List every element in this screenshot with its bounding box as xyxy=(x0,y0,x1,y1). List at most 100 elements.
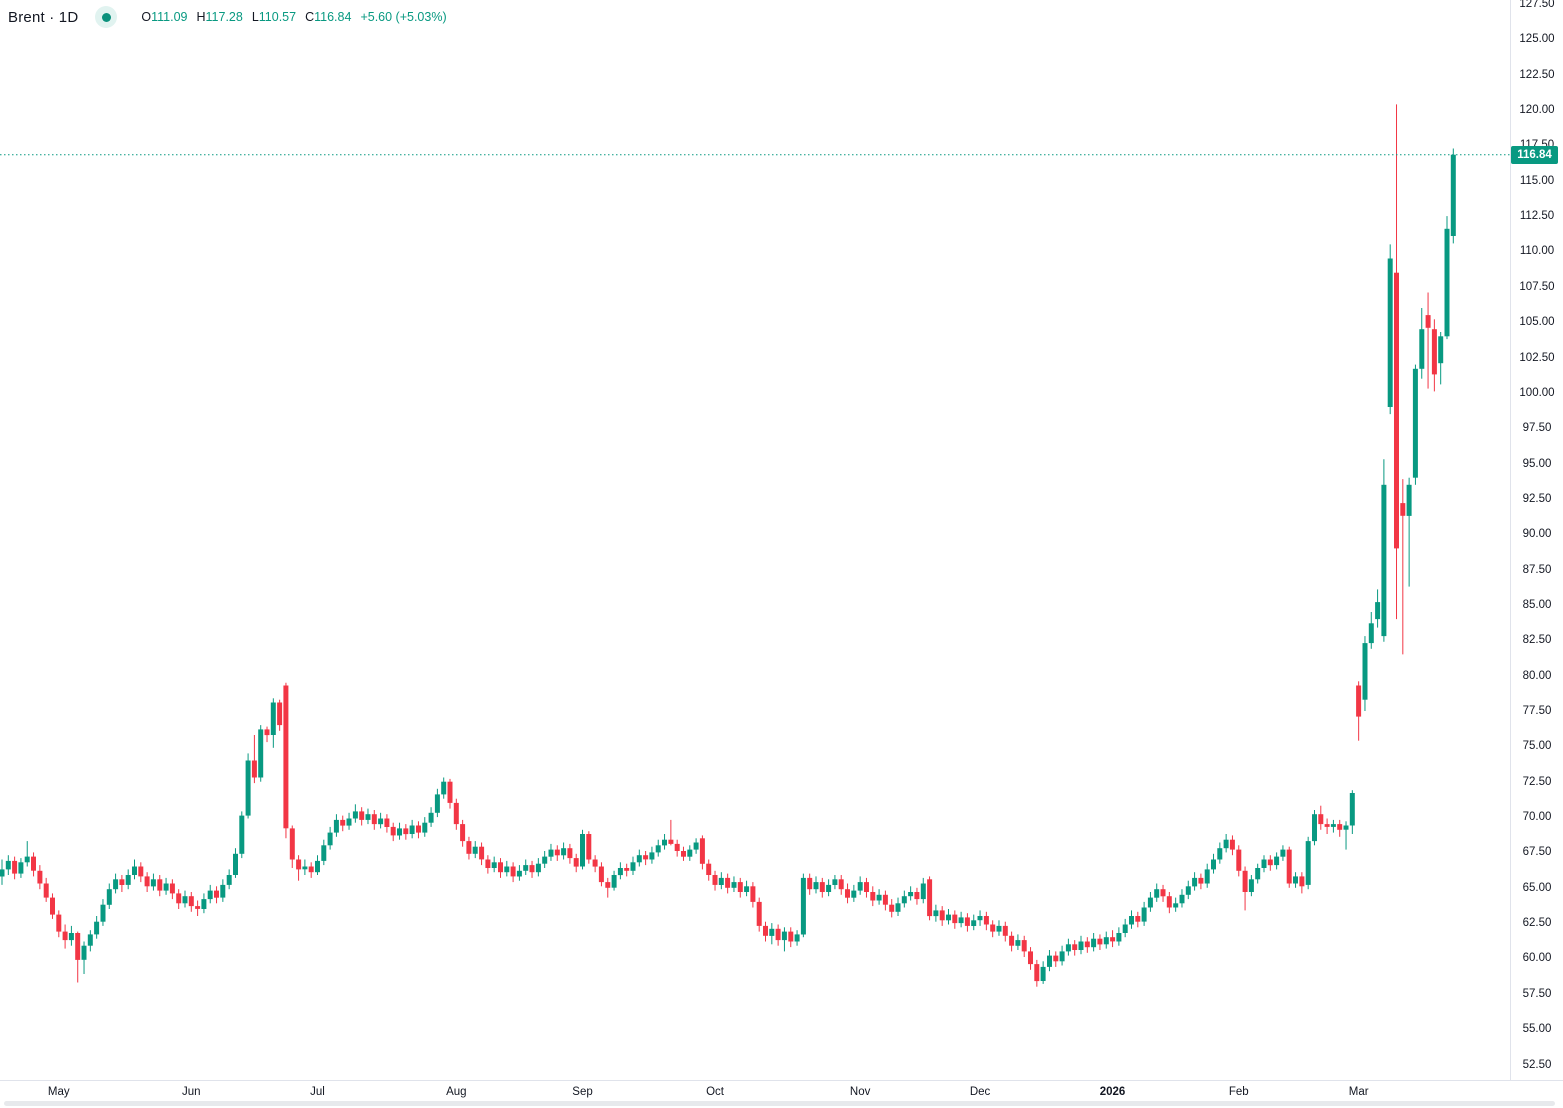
symbol-legend: Brent · 1D O111.09 H117.28 L110.57 C116.… xyxy=(8,5,447,29)
price-tick-label: 60.00 xyxy=(1522,952,1552,965)
candle xyxy=(81,941,87,974)
price-tick-label: 100.00 xyxy=(1519,386,1555,399)
price-tick-label: 75.00 xyxy=(1522,740,1552,753)
candle xyxy=(668,819,674,846)
candle xyxy=(712,870,718,891)
instrument-logo-dot-icon xyxy=(101,12,111,22)
candle xyxy=(485,855,491,874)
candle xyxy=(24,841,30,867)
candle xyxy=(977,910,983,926)
candle xyxy=(1400,479,1406,655)
candle xyxy=(1223,834,1229,853)
candle xyxy=(106,883,112,909)
candle xyxy=(289,825,295,868)
candle xyxy=(100,899,106,926)
candle xyxy=(258,725,264,782)
candle xyxy=(327,826,333,850)
candle xyxy=(1021,935,1027,957)
candle xyxy=(340,815,346,832)
candle xyxy=(1450,148,1456,244)
candle xyxy=(466,836,472,860)
candle xyxy=(384,814,390,833)
price-tick-label: 65.00 xyxy=(1522,881,1552,894)
candle xyxy=(624,863,630,877)
candle xyxy=(321,839,327,866)
candle xyxy=(737,877,743,898)
price-tick-label: 72.50 xyxy=(1522,775,1552,788)
candle xyxy=(573,853,579,873)
candle xyxy=(390,822,396,842)
candle xyxy=(1324,818,1330,834)
candle xyxy=(800,873,806,938)
time-tick-label: May xyxy=(47,1086,70,1098)
candle xyxy=(0,859,5,885)
price-axis[interactable]: 116.84 127.50125.00122.50120.00117.50115… xyxy=(1510,0,1563,1080)
time-tick-label: Mar xyxy=(1348,1086,1369,1098)
candle xyxy=(788,927,794,948)
candle xyxy=(1337,819,1343,837)
candle xyxy=(1015,934,1021,950)
horizontal-scrollbar[interactable] xyxy=(4,1101,1555,1106)
candle xyxy=(1002,921,1008,942)
price-tick-label: 95.00 xyxy=(1522,457,1552,470)
candle xyxy=(636,849,642,867)
last-price-badge[interactable]: 116.84 xyxy=(1511,145,1558,164)
candle xyxy=(1261,855,1267,873)
candle xyxy=(1135,911,1141,928)
candle xyxy=(889,899,895,918)
candle xyxy=(674,839,680,857)
price-tick-label: 125.00 xyxy=(1519,33,1555,46)
time-tick-label: Jun xyxy=(182,1086,201,1098)
candle xyxy=(371,810,377,830)
candle xyxy=(510,862,516,883)
candle xyxy=(56,910,62,938)
candle xyxy=(1356,681,1362,741)
candle xyxy=(592,855,598,873)
candle xyxy=(681,846,686,861)
candle xyxy=(662,834,667,850)
candle xyxy=(882,890,888,911)
candle xyxy=(908,886,914,901)
candle xyxy=(826,879,832,897)
candle xyxy=(1211,853,1216,874)
candle xyxy=(744,880,750,897)
candle xyxy=(763,921,768,942)
candle xyxy=(1431,319,1437,392)
candle xyxy=(1330,819,1336,833)
candle xyxy=(1065,938,1071,956)
price-tick-label: 62.50 xyxy=(1522,917,1552,930)
ohlc-values: O111.09 H117.28 L110.57 C116.84 +5.60 (+… xyxy=(141,10,446,24)
price-tick-label: 115.00 xyxy=(1519,174,1555,187)
candle xyxy=(479,842,485,866)
candle xyxy=(706,859,712,881)
candle xyxy=(807,873,813,895)
candle xyxy=(1305,836,1311,890)
candle xyxy=(409,819,415,839)
price-tick-label: 112.50 xyxy=(1519,210,1555,223)
candle xyxy=(1198,873,1204,890)
candle xyxy=(403,824,409,840)
candle xyxy=(1116,927,1122,946)
candle xyxy=(725,873,731,894)
time-tick-label: Nov xyxy=(849,1086,871,1098)
price-tick-label: 97.50 xyxy=(1522,422,1552,435)
candle xyxy=(580,829,585,870)
candle xyxy=(157,875,163,897)
candle xyxy=(1248,875,1254,897)
candle xyxy=(946,909,951,925)
price-tick-label: 52.50 xyxy=(1522,1058,1552,1071)
candle xyxy=(1381,459,1387,642)
price-tick-label: 82.50 xyxy=(1522,634,1552,647)
candle xyxy=(138,862,144,883)
time-tick-label: 2026 xyxy=(1099,1086,1126,1098)
candle xyxy=(113,873,119,894)
candle xyxy=(1084,937,1090,953)
price-tick-label: 70.00 xyxy=(1522,811,1552,824)
time-tick-label: Sep xyxy=(572,1086,593,1098)
symbol-title[interactable]: Brent · 1D xyxy=(8,8,79,26)
candle xyxy=(611,870,617,891)
time-tick-label: Aug xyxy=(446,1086,467,1098)
candle xyxy=(990,920,996,938)
